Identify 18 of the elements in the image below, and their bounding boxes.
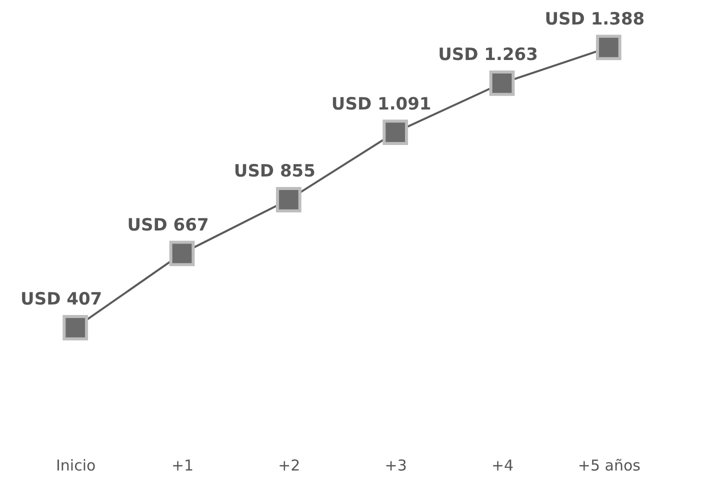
point	[489, 70, 515, 96]
x-tick-label: +4	[491, 456, 514, 474]
point	[596, 34, 622, 60]
data-label: USD 1.091	[331, 94, 432, 114]
point	[62, 315, 88, 340]
point	[276, 187, 302, 212]
data-label: USD 407	[20, 290, 102, 310]
data-label: USD 667	[127, 215, 209, 236]
x-tick-label: +3	[384, 456, 407, 474]
point	[382, 120, 408, 145]
data-label: USD 1.263	[438, 45, 538, 66]
point	[169, 240, 195, 266]
x-tick-label: +5 años	[578, 456, 641, 474]
data-label: USD 855	[234, 162, 316, 182]
x-tick-label: +2	[278, 456, 300, 474]
x-tick-label: +1	[171, 456, 194, 474]
data-label: USD 1.388	[544, 9, 645, 30]
x-tick-label: Inicio	[56, 456, 96, 474]
